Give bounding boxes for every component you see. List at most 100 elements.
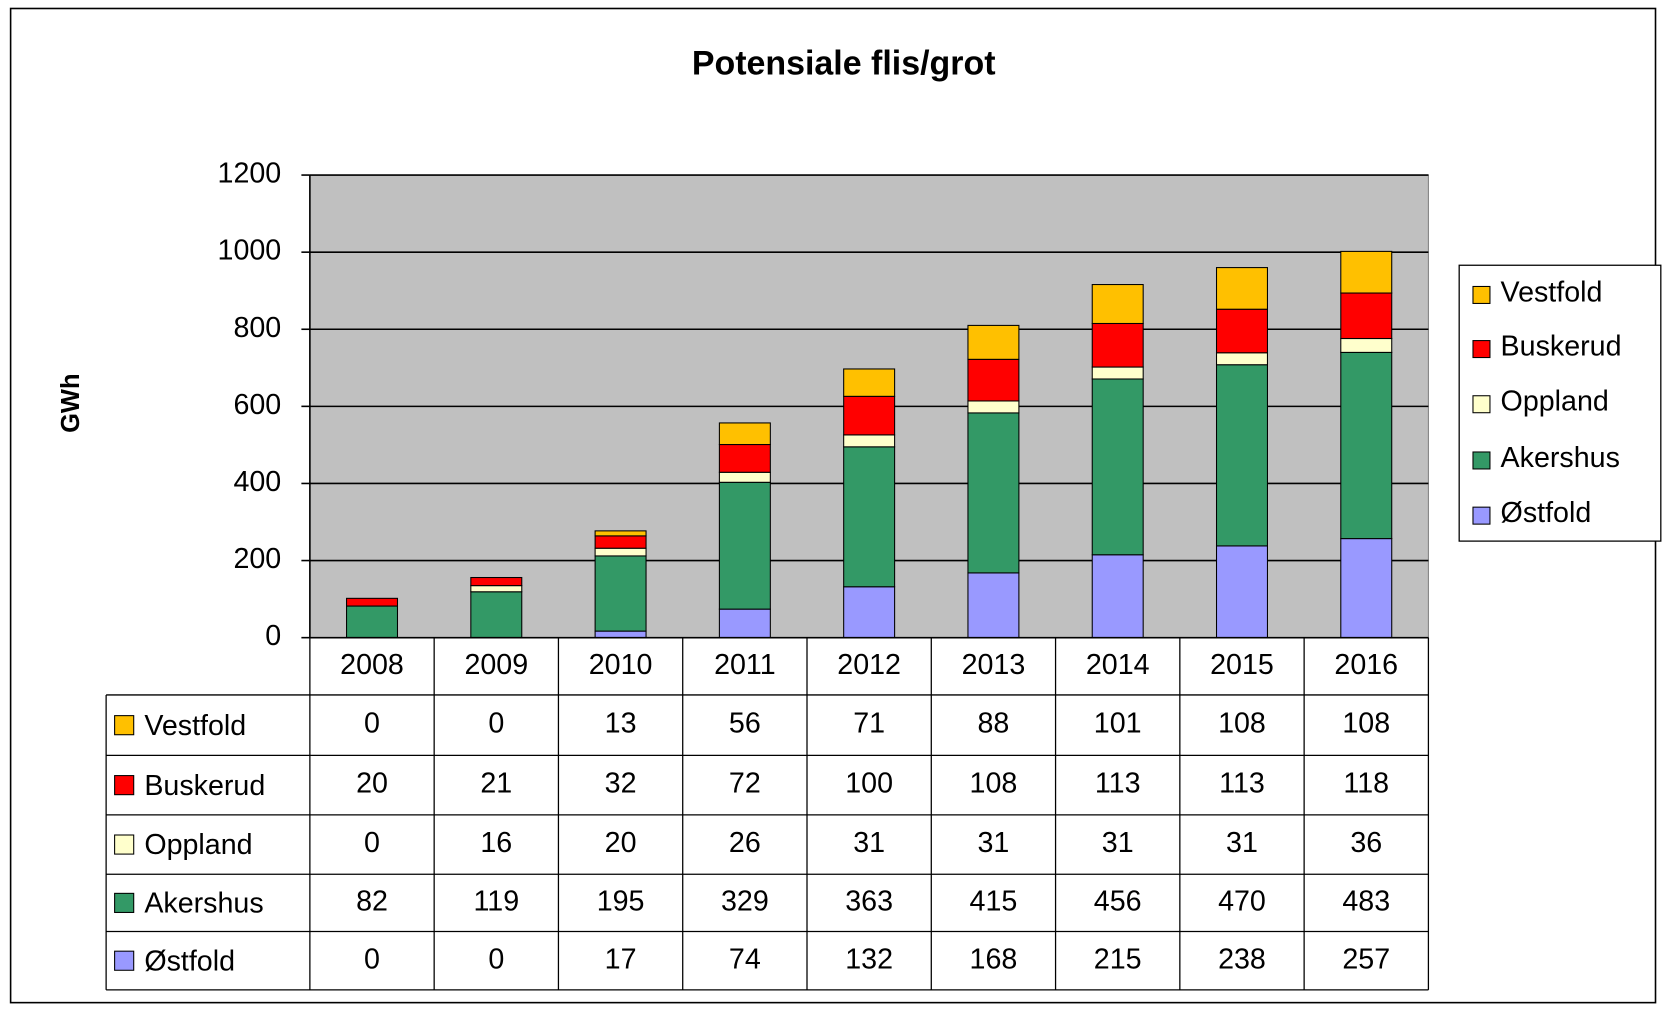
table-cell: 238 bbox=[1218, 943, 1266, 975]
table-cell: 31 bbox=[853, 827, 885, 859]
table-cell: 0 bbox=[488, 943, 504, 975]
x-tick-label: 2008 bbox=[340, 649, 404, 681]
table-legend-key bbox=[114, 950, 135, 971]
legend-key bbox=[1472, 451, 1491, 470]
table-cell: 31 bbox=[1102, 827, 1134, 859]
bar-segment bbox=[1215, 364, 1268, 547]
table-cell: 415 bbox=[970, 885, 1018, 917]
legend-key bbox=[1472, 395, 1491, 414]
bar-segment bbox=[594, 530, 647, 537]
x-tick-label: 2012 bbox=[837, 649, 901, 681]
bar-segment bbox=[1215, 267, 1268, 310]
legend-label: Vestfold bbox=[1501, 276, 1603, 308]
bar-segment bbox=[967, 412, 1020, 574]
table-cell: 31 bbox=[978, 827, 1010, 859]
table-row-label: Vestfold bbox=[144, 710, 246, 742]
table-cell: 132 bbox=[845, 943, 893, 975]
bar-segment bbox=[843, 446, 896, 588]
table-cell: 108 bbox=[1342, 708, 1390, 740]
table-legend-key bbox=[114, 834, 135, 855]
table-cell: 195 bbox=[597, 885, 645, 917]
table-cell: 215 bbox=[1094, 943, 1142, 975]
bar-segment bbox=[967, 324, 1020, 360]
y-tick-label: 400 bbox=[233, 466, 281, 498]
table-cell: 13 bbox=[605, 708, 637, 740]
legend-label: Oppland bbox=[1501, 386, 1609, 418]
bar-segment bbox=[346, 605, 399, 639]
bar-segment bbox=[594, 547, 647, 557]
table-row-label: Buskerud bbox=[144, 770, 265, 802]
table-cell: 113 bbox=[1095, 768, 1141, 800]
y-tick-label: 800 bbox=[233, 312, 281, 344]
legend-box bbox=[1458, 264, 1662, 542]
legend-key bbox=[1472, 340, 1491, 359]
table-legend-key bbox=[114, 892, 135, 913]
bar-segment bbox=[1215, 545, 1268, 639]
bar-segment bbox=[1091, 378, 1144, 556]
table-cell: 71 bbox=[853, 708, 885, 740]
y-tick-label: 1000 bbox=[218, 235, 282, 267]
bar-segment bbox=[718, 608, 771, 639]
chart-title: Potensiale flis/grot bbox=[692, 45, 996, 83]
table-legend-key bbox=[114, 775, 135, 796]
table-cell: 56 bbox=[729, 708, 761, 740]
x-tick-label: 2011 bbox=[714, 649, 776, 681]
y-tick-label: 0 bbox=[265, 620, 281, 652]
table-cell: 26 bbox=[729, 827, 761, 859]
bar-segment bbox=[967, 400, 1020, 414]
table-cell: 0 bbox=[364, 708, 380, 740]
bar-segment bbox=[967, 572, 1020, 639]
bar-segment bbox=[1091, 366, 1144, 380]
table-cell: 31 bbox=[1226, 827, 1258, 859]
table-cell: 257 bbox=[1342, 943, 1390, 975]
bar-segment bbox=[346, 597, 399, 607]
table-cell: 0 bbox=[488, 708, 504, 740]
table-cell: 16 bbox=[480, 827, 512, 859]
bar-segment bbox=[1091, 554, 1144, 639]
table-cell: 363 bbox=[845, 885, 893, 917]
bar-segment bbox=[470, 591, 523, 639]
legend-key bbox=[1472, 506, 1491, 525]
x-tick-label: 2010 bbox=[589, 649, 653, 681]
bar-segment bbox=[1340, 538, 1393, 639]
bar-segment bbox=[1091, 284, 1144, 325]
y-tick-label: 200 bbox=[233, 543, 281, 575]
table-cell: 108 bbox=[970, 768, 1018, 800]
legend-label: Akershus bbox=[1501, 442, 1620, 474]
table-cell: 36 bbox=[1350, 827, 1382, 859]
bar-segment bbox=[594, 630, 647, 639]
table-cell: 0 bbox=[364, 827, 380, 859]
bar-segment bbox=[470, 585, 523, 593]
bar-segment bbox=[967, 358, 1020, 402]
table-cell: 101 bbox=[1094, 708, 1142, 740]
legend-label: Buskerud bbox=[1501, 331, 1622, 363]
bar-segment bbox=[1340, 292, 1393, 340]
bar-segment bbox=[1215, 352, 1268, 366]
x-tick-label: 2013 bbox=[962, 649, 1026, 681]
table-cell: 470 bbox=[1218, 885, 1266, 917]
legend-key bbox=[1472, 285, 1491, 304]
table-cell: 118 bbox=[1343, 768, 1389, 800]
bar-segment bbox=[843, 395, 896, 436]
bar-segment bbox=[594, 555, 647, 632]
table-cell: 119 bbox=[473, 885, 519, 917]
table-cell: 21 bbox=[480, 768, 512, 800]
table-cell: 20 bbox=[605, 827, 637, 859]
table-cell: 113 bbox=[1219, 768, 1265, 800]
table-cell: 108 bbox=[1218, 708, 1266, 740]
table-cell: 20 bbox=[356, 768, 388, 800]
table-cell: 17 bbox=[605, 943, 637, 975]
x-tick-label: 2014 bbox=[1086, 649, 1150, 681]
table-row-label: Oppland bbox=[144, 829, 252, 861]
y-axis-title: GWh bbox=[57, 373, 85, 432]
table-cell: 0 bbox=[364, 943, 380, 975]
x-tick-label: 2016 bbox=[1334, 649, 1398, 681]
bar-segment bbox=[1340, 351, 1393, 540]
bar-segment bbox=[718, 471, 771, 483]
table-cell: 456 bbox=[1094, 885, 1142, 917]
legend-label: Østfold bbox=[1501, 497, 1592, 529]
bar-segment bbox=[1091, 322, 1144, 368]
table-cell: 329 bbox=[721, 885, 769, 917]
